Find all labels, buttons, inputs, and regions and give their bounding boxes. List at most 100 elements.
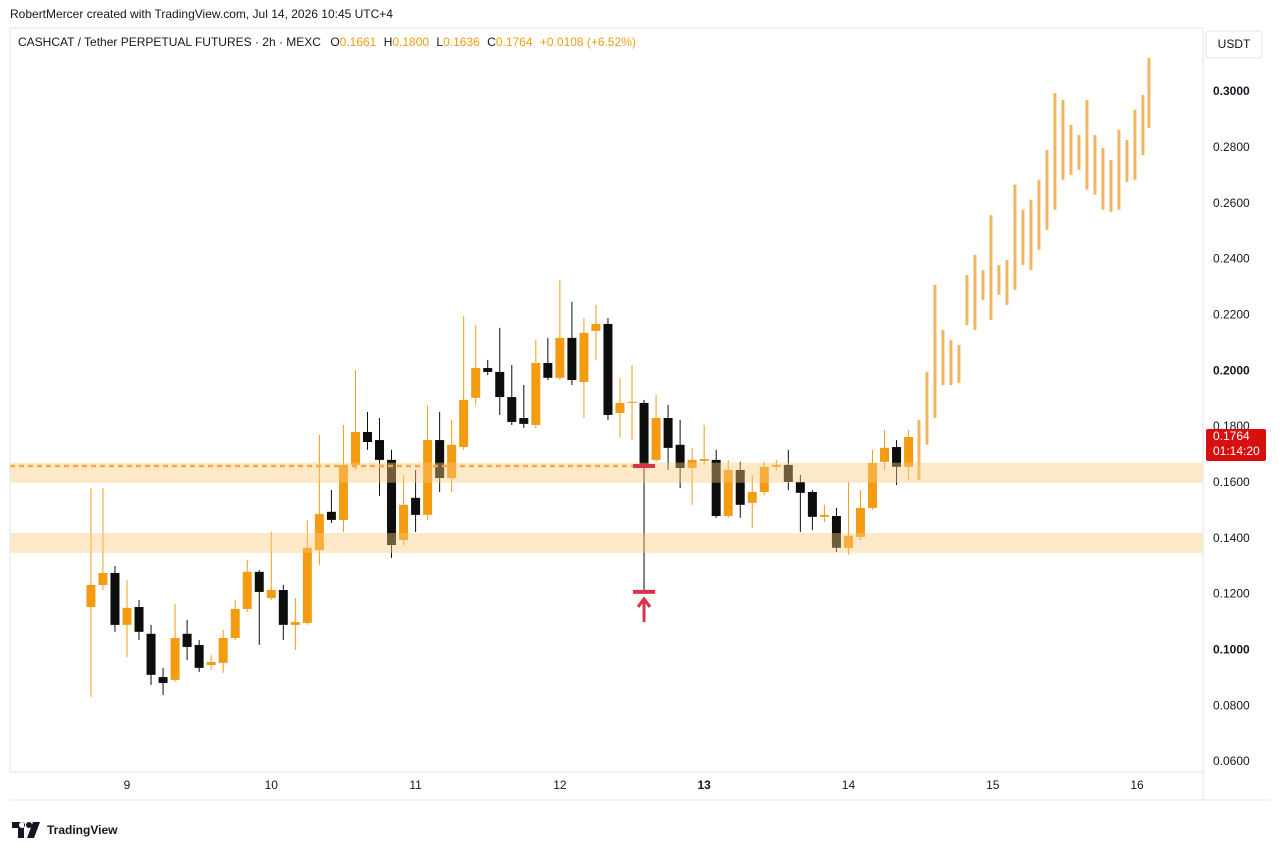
projection-bar [1133,109,1137,180]
candle-body [892,447,902,467]
projection-bar [1013,184,1017,290]
candle-body [98,572,108,585]
candle-body [326,511,336,520]
projection-bar [1085,100,1089,190]
candle-body [591,323,601,331]
candle-body [687,459,697,468]
y-tick-label: 0.2000 [1213,363,1250,377]
candle-body [86,584,96,608]
legend: CASHCAT / Tether PERPETUAL FUTURES · 2h … [18,35,636,49]
candle-body [639,402,649,465]
attribution: RobertMercer created with TradingView.co… [10,7,393,21]
candle-body [134,607,144,632]
logo-dot [26,822,32,828]
projection-bar [1077,134,1081,170]
candle-body [675,444,685,468]
legend-value: 0.1764 [496,35,533,49]
y-tick-label: 0.1000 [1213,642,1250,656]
candle-body [771,464,781,467]
candle-body [435,440,445,479]
x-tick-label: 13 [697,778,711,792]
projection-bar [981,270,985,300]
candle-body [266,589,276,599]
logo-icon [12,822,40,838]
y-tick-label: 0.2800 [1213,140,1250,154]
projection-bar [1037,179,1041,250]
candle-body [507,397,517,422]
unit-box[interactable] [1205,30,1263,59]
candle-body [362,431,372,443]
projection-bar [1053,93,1057,210]
projection-bar [1069,124,1073,175]
projection-bar [1147,57,1151,128]
projection-bar [917,419,921,480]
candle-body [411,497,421,515]
projection-bar [1109,160,1113,212]
legend-value: 0.1800 [392,35,429,49]
y-tick-label: 0.3000 [1213,84,1250,98]
projection-bar [933,284,937,419]
candle-body [904,436,914,467]
candle-body [735,469,745,505]
legend-value: 0.1661 [340,35,377,49]
candle-body [254,571,264,592]
candle-body [170,637,180,680]
candle-body [230,608,240,638]
candle-body [627,401,637,403]
candle-body [483,368,493,372]
candle-body [795,481,805,493]
candle-body [471,368,481,398]
projection-bar [1061,100,1065,180]
candle-body [603,323,613,415]
projection-bar [941,330,945,386]
logo-text: TradingView [47,823,118,837]
candle-body [350,431,360,465]
candle-body [759,466,769,492]
legend-label: O [330,35,339,49]
y-tick-label: 0.2600 [1213,196,1250,210]
candle-body [302,547,312,623]
candle-body [314,514,324,551]
candle-body [375,440,385,460]
candle-body [122,607,132,625]
candle-body [182,633,192,647]
projection-bar [989,215,993,321]
candle-body [567,337,577,381]
candle-body [651,418,661,460]
candle-body [495,371,505,398]
last-price-label: 0.1764 [1213,429,1250,443]
projection-bar [925,371,929,445]
candle-body [663,418,673,448]
candle-body [615,402,625,413]
x-tick-label: 9 [124,778,131,792]
y-tick-label: 0.1600 [1213,475,1250,489]
projection-bar [1125,139,1129,182]
candle-body [807,491,817,517]
candles-layer [86,57,1151,697]
marker-arrow-head [636,596,652,608]
projection-bar [949,339,953,386]
candle-body [531,363,541,425]
legend-label: L [436,35,443,49]
legend-value: 0.1636 [443,35,480,49]
x-tick-label: 12 [553,778,567,792]
candle-body [783,464,793,482]
candle-body [218,637,228,663]
projection-bar [1005,259,1009,305]
x-tick-label: 14 [842,778,856,792]
candle-body [819,514,829,517]
candle-body [110,572,120,625]
axis-unit: USDT [1218,37,1251,51]
candle-body [880,447,890,462]
y-tick-label: 0.1400 [1213,531,1250,545]
x-tick-label: 11 [409,778,422,792]
candle-body [158,677,168,683]
candle-body [543,363,553,378]
overlay-layer [10,462,1203,622]
candle-body [423,440,433,515]
candle-body [843,535,853,548]
zone [10,462,1203,483]
projection-bar [973,254,977,331]
candle-body [831,515,841,548]
